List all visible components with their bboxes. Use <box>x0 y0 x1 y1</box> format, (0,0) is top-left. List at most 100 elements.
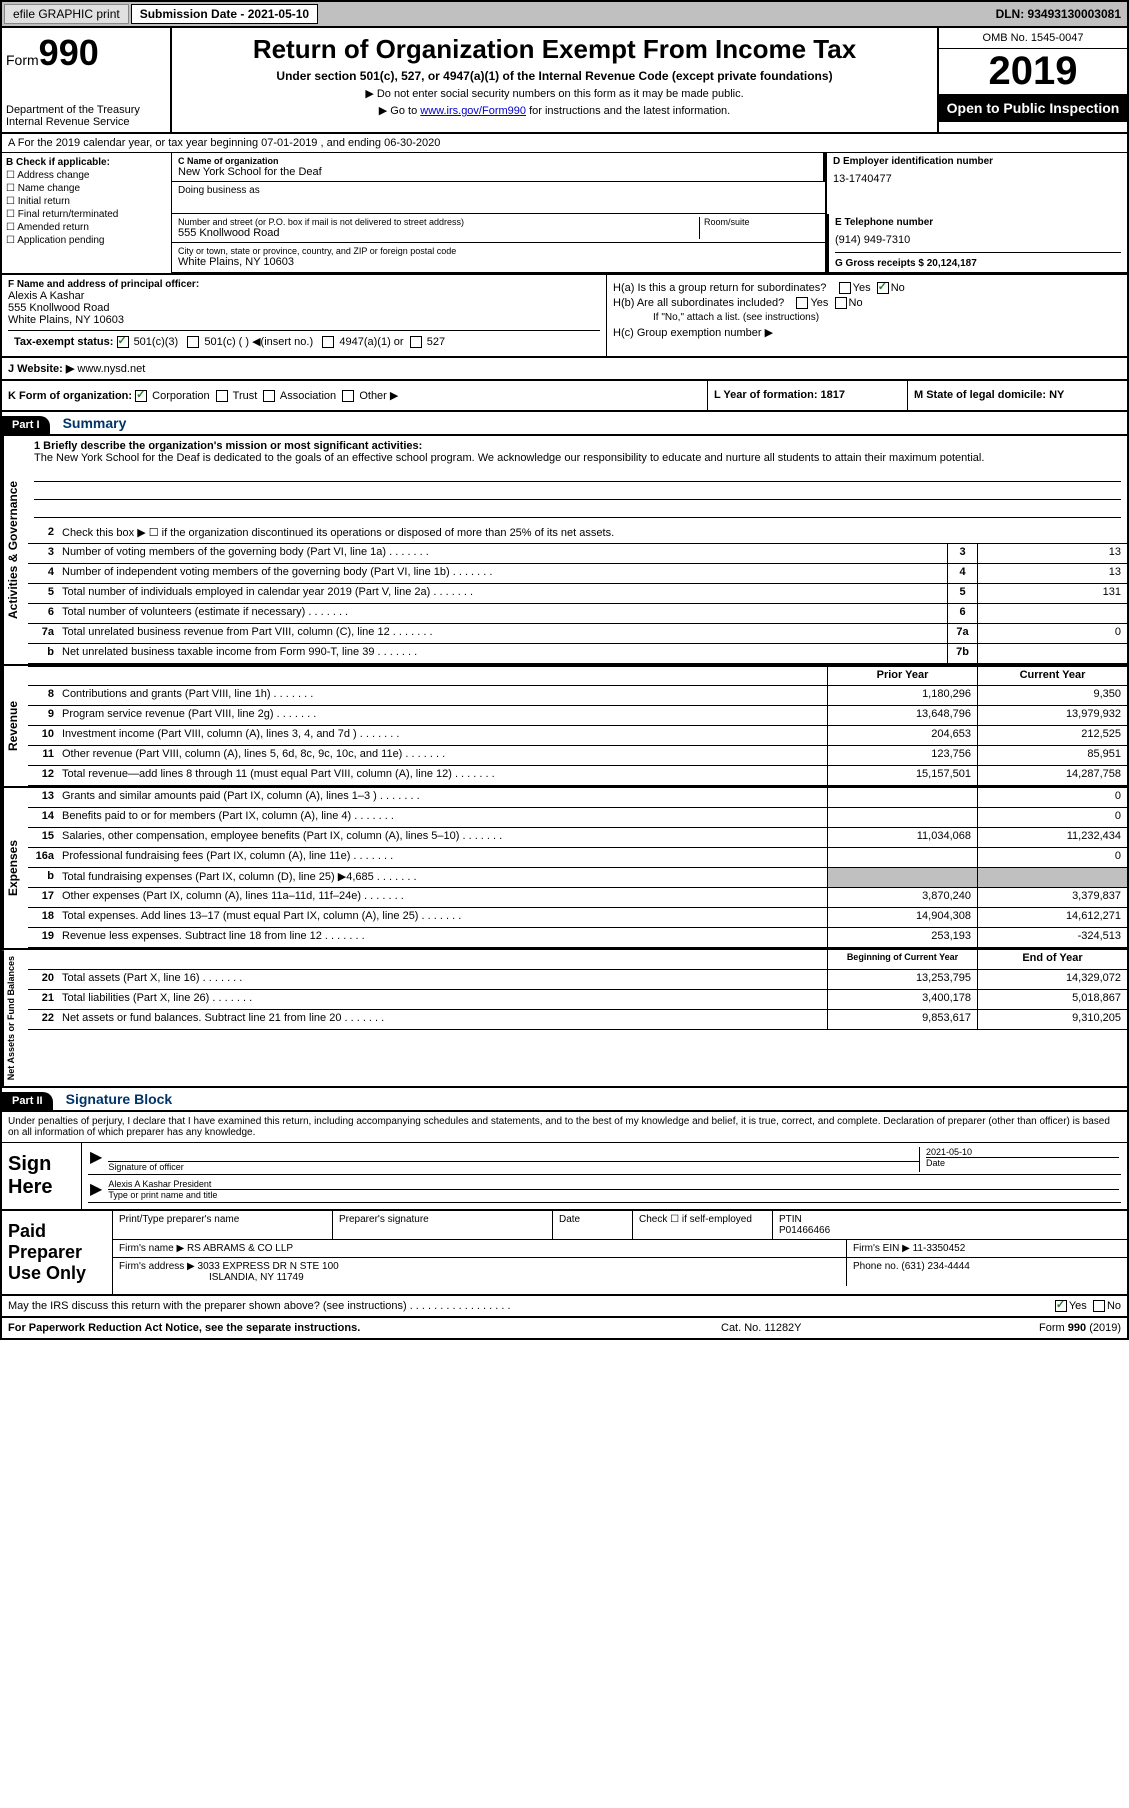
sign-here-row: Sign Here ▶ Signature of officer 2021-05… <box>2 1142 1127 1209</box>
discuss-text: May the IRS discuss this return with the… <box>8 1300 1055 1312</box>
table-row: bNet unrelated business taxable income f… <box>28 644 1127 664</box>
tel-label: E Telephone number <box>835 217 1121 228</box>
underline <box>34 484 1121 500</box>
chk-final-return[interactable]: ☐ Final return/terminated <box>6 209 167 220</box>
discuss-yes[interactable] <box>1055 1300 1067 1312</box>
line-prior: 15,157,501 <box>827 766 977 785</box>
street: Number and street (or P.O. box if mail i… <box>178 217 699 239</box>
line-val: 13 <box>977 564 1127 583</box>
chk-corp[interactable] <box>135 390 147 402</box>
blank <box>58 667 827 685</box>
form990-link[interactable]: www.irs.gov/Form990 <box>420 105 526 117</box>
line-text: Total assets (Part X, line 16) . . . . .… <box>58 970 827 989</box>
chk-address-change[interactable]: ☐ Address change <box>6 170 167 181</box>
line-prior: 1,180,296 <box>827 686 977 705</box>
part2-num: Part II <box>2 1092 53 1110</box>
line-box: 7b <box>947 644 977 663</box>
c-name-block: C Name of organization New York School f… <box>172 153 827 214</box>
ein-label: D Employer identification number <box>833 156 1121 167</box>
discuss-no[interactable] <box>1093 1300 1105 1312</box>
arrow-icon: ▶ <box>90 1147 102 1172</box>
line-num: 16a <box>28 848 58 867</box>
ptin-label: PTIN <box>779 1214 1121 1225</box>
governance-section: Activities & Governance 1 Briefly descri… <box>2 436 1127 666</box>
line-current: -324,513 <box>977 928 1127 947</box>
table-row: 21Total liabilities (Part X, line 26) . … <box>28 990 1127 1010</box>
beg-hdr: Beginning of Current Year <box>827 950 977 969</box>
chk-assoc[interactable] <box>263 390 275 402</box>
line-text: Number of voting members of the governin… <box>58 544 947 563</box>
paid-row-2: Firm's name ▶ RS ABRAMS & CO LLP Firm's … <box>113 1240 1127 1258</box>
form-subtitle: Under section 501(c), 527, or 4947(a)(1)… <box>178 69 931 83</box>
footer-mid: Cat. No. 11282Y <box>721 1322 921 1334</box>
ptin-cell: PTIN P01466466 <box>773 1211 1127 1239</box>
line-prior: 3,400,178 <box>827 990 977 1009</box>
sig-blank <box>108 1147 919 1161</box>
mission-block: 1 Briefly describe the organization's mi… <box>28 436 1127 524</box>
c-name: C Name of organization New York School f… <box>172 153 825 182</box>
end-hdr: End of Year <box>977 950 1127 969</box>
chk-lbl: Address change <box>17 170 89 181</box>
line-current <box>977 868 1127 887</box>
chk-other[interactable] <box>342 390 354 402</box>
chk-app-pending[interactable]: ☐ Application pending <box>6 235 167 246</box>
preparer-sig-label: Preparer's signature <box>333 1211 553 1239</box>
ha-no[interactable] <box>877 282 889 294</box>
blank <box>58 950 827 969</box>
firm-phone-cell: Phone no. (631) 234-4444 <box>847 1258 1127 1286</box>
line-current: 9,310,205 <box>977 1010 1127 1029</box>
line-prior <box>827 808 977 827</box>
chk-name-change[interactable]: ☐ Name change <box>6 183 167 194</box>
ha-yes[interactable] <box>839 282 851 294</box>
hb-yes[interactable] <box>796 297 808 309</box>
officer-name: Alexis A Kashar <box>8 290 600 302</box>
netassets-section: Net Assets or Fund Balances Beginning of… <box>2 950 1127 1088</box>
f-label: F Name and address of principal officer: <box>8 279 600 290</box>
table-row: 20Total assets (Part X, line 16) . . . .… <box>28 970 1127 990</box>
line-num: 18 <box>28 908 58 927</box>
row-a-period: A For the 2019 calendar year, or tax yea… <box>2 134 1127 153</box>
chk-amended[interactable]: ☐ Amended return <box>6 222 167 233</box>
line-prior: 13,648,796 <box>827 706 977 725</box>
l-year: L Year of formation: 1817 <box>707 381 907 410</box>
line-num: 21 <box>28 990 58 1009</box>
sidebar-netassets: Net Assets or Fund Balances <box>2 950 28 1086</box>
efile-button[interactable]: efile GRAPHIC print <box>4 4 129 24</box>
dba-value <box>178 196 819 210</box>
preparer-date-label: Date <box>553 1211 633 1239</box>
line-text: Other expenses (Part IX, column (A), lin… <box>58 888 827 907</box>
line-current: 5,018,867 <box>977 990 1127 1009</box>
chk-527[interactable] <box>410 336 422 348</box>
form-header: Form990 Department of the Treasury Inter… <box>2 28 1127 134</box>
chk-initial-return[interactable]: ☐ Initial return <box>6 196 167 207</box>
gov-lines: 2Check this box ▶ ☐ if the organization … <box>28 524 1127 664</box>
dept-irs: Internal Revenue Service <box>6 116 166 128</box>
line-val <box>977 604 1127 623</box>
chk-trust[interactable] <box>216 390 228 402</box>
paid-preparer-section: Paid Preparer Use Only Print/Type prepar… <box>2 1211 1127 1296</box>
chk-501c[interactable] <box>187 336 199 348</box>
signature-section: Under penalties of perjury, I declare th… <box>2 1112 1127 1211</box>
line-num: 11 <box>28 746 58 765</box>
sidebar-expenses: Expenses <box>2 788 28 948</box>
e-g-col: E Telephone number (914) 949-7310 G Gros… <box>827 214 1127 272</box>
dba: Doing business as <box>172 182 825 214</box>
line-current: 13,979,932 <box>977 706 1127 725</box>
line-prior: 253,193 <box>827 928 977 947</box>
line-text: Total number of individuals employed in … <box>58 584 947 603</box>
chk-501c3[interactable] <box>117 336 129 348</box>
line-num: 2 <box>28 524 58 543</box>
firm-addr1: 3033 EXPRESS DR N STE 100 <box>198 1261 339 1272</box>
dba-label: Doing business as <box>178 185 819 196</box>
chk-lbl: Final return/terminated <box>18 209 119 220</box>
yes-lbl: Yes <box>853 282 871 294</box>
line-num: 6 <box>28 604 58 623</box>
line-num: 13 <box>28 788 58 807</box>
ptin-value: P01466466 <box>779 1225 1121 1236</box>
hb-no[interactable] <box>835 297 847 309</box>
chk-4947[interactable] <box>322 336 334 348</box>
current-hdr: Current Year <box>977 667 1127 685</box>
addr-left: Number and street (or P.O. box if mail i… <box>172 214 827 272</box>
opt: 501(c)(3) <box>134 336 179 348</box>
tel-value: (914) 949-7310 <box>835 234 1121 246</box>
